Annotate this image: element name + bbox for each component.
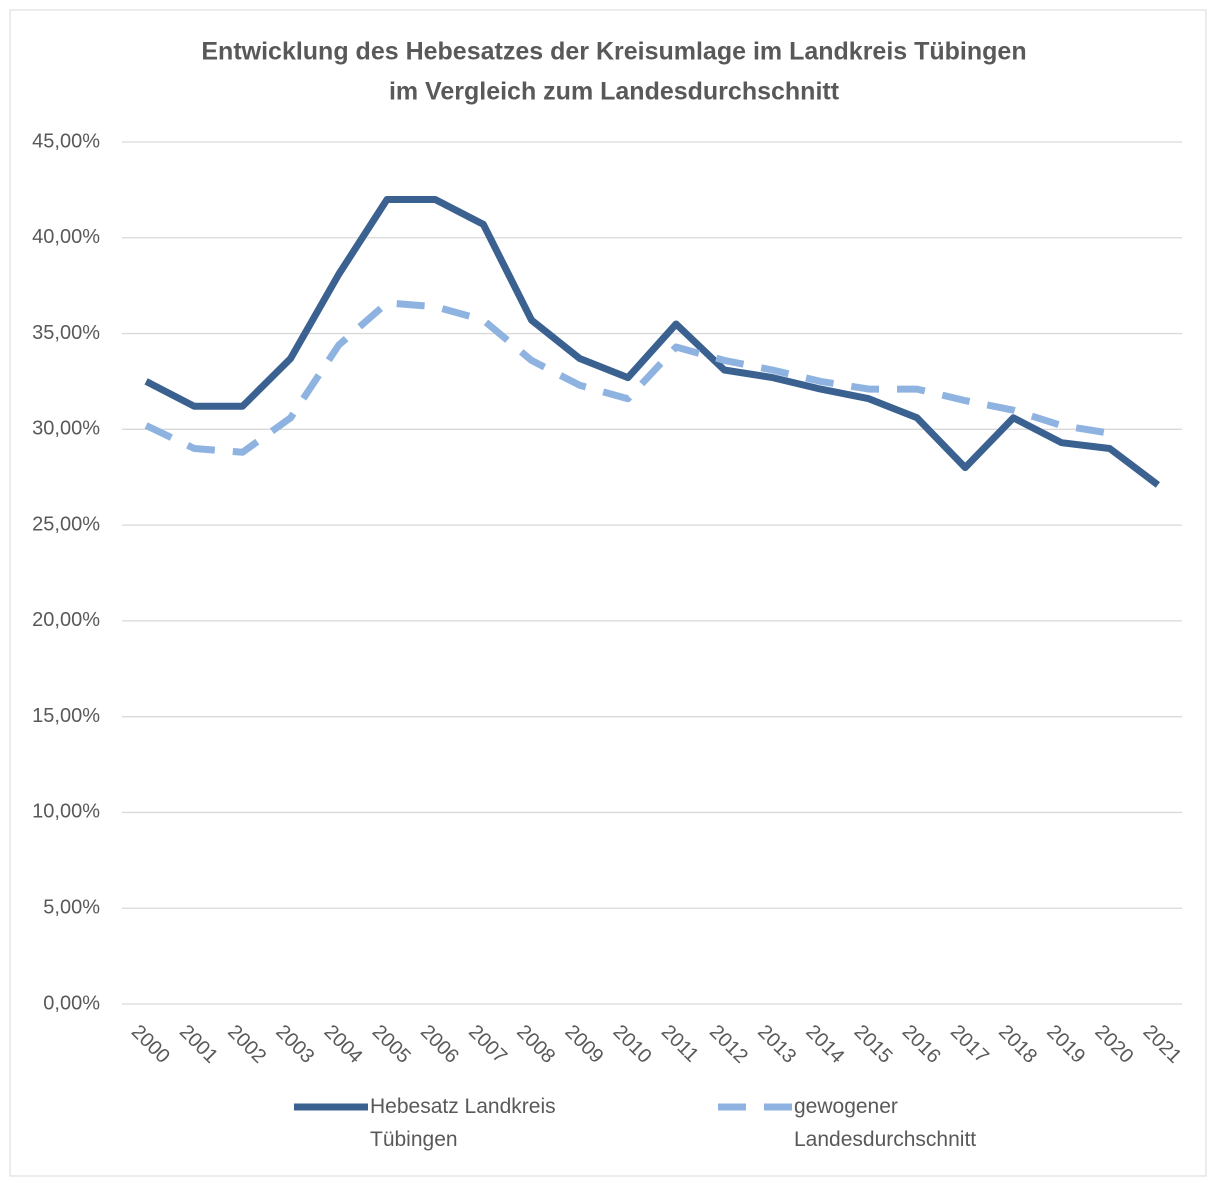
y-tick-label: 20,00% [32,609,100,631]
series-line [144,299,1111,456]
legend-swatch [718,1103,792,1111]
y-tick-label: 40,00% [32,226,100,248]
chart-title: im Vergleich zum Landesdurchschnitt [389,78,840,106]
legend-swatch [294,1103,368,1111]
y-tick-label: 25,00% [32,513,100,535]
series-line [144,196,1161,488]
legend-label: Hebesatz Landkreis Tübingen [370,1095,556,1151]
chart-border [9,9,1207,1177]
y-tick-label: 5,00% [43,897,100,919]
legend-label: gewogener Landesdurchschnitt [794,1095,977,1151]
y-tick-label: 45,00% [32,130,100,152]
y-tick-label: 30,00% [32,418,100,440]
y-tick-label: 0,00% [43,992,100,1014]
y-tick-label: 35,00% [32,322,100,344]
chart-title: Entwicklung des Hebesatzes der Kreisumla… [201,38,1026,66]
y-tick-label: 10,00% [32,801,100,823]
y-tick-label: 15,00% [32,705,100,727]
